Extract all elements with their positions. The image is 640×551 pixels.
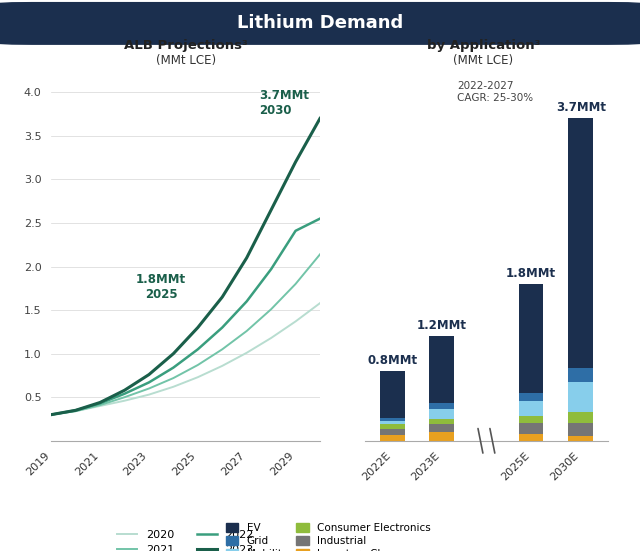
2020 [121, 397, 129, 404]
2022 [121, 391, 129, 397]
Bar [429, 336, 454, 403]
Text: ALB Projections³: ALB Projections³ [124, 39, 248, 52]
2022 [268, 266, 275, 272]
Text: 0.8MMt: 0.8MMt [367, 354, 417, 367]
2023 [268, 207, 275, 213]
Line: 2020: 2020 [51, 303, 320, 415]
2021 [47, 412, 55, 418]
2023 [96, 399, 104, 406]
2020 [316, 300, 324, 306]
2023 [194, 324, 202, 331]
2020 [218, 363, 226, 369]
Bar [568, 118, 593, 369]
2023 [218, 294, 226, 300]
Text: 3.7MMt: 3.7MMt [556, 101, 605, 114]
Text: by Application³: by Application³ [426, 39, 540, 52]
Bar [380, 371, 404, 418]
Bar [380, 418, 404, 421]
Bar [568, 381, 593, 412]
Line: 2022: 2022 [51, 219, 320, 415]
2022 [292, 228, 300, 234]
Bar [429, 403, 454, 408]
Text: Lithium Demand: Lithium Demand [237, 14, 403, 33]
Bar [518, 401, 543, 417]
Legend: EV, Grid, Mobility, Consumer Electronics, Industrial, Inventory Change: EV, Grid, Mobility, Consumer Electronics… [226, 523, 431, 551]
2020 [243, 349, 250, 356]
2022 [145, 379, 153, 386]
2023 [170, 350, 177, 357]
2020 [145, 391, 153, 398]
Bar [568, 369, 593, 381]
2020 [292, 318, 300, 325]
Bar [429, 408, 454, 419]
2020 [96, 403, 104, 409]
Text: 1.8MMt: 1.8MMt [506, 267, 556, 279]
2021 [145, 385, 153, 392]
Bar [568, 412, 593, 423]
2021 [170, 375, 177, 381]
Bar [380, 435, 404, 441]
2020 [170, 383, 177, 390]
Bar [429, 432, 454, 441]
Bar [380, 424, 404, 429]
2020 [268, 334, 275, 341]
2022 [170, 364, 177, 371]
2021 [218, 346, 226, 353]
2020 [47, 412, 55, 418]
Line: 2021: 2021 [51, 255, 320, 415]
Text: (MMt LCE): (MMt LCE) [156, 54, 216, 67]
2022 [72, 407, 79, 414]
2023 [316, 115, 324, 122]
2021 [72, 408, 79, 414]
2023 [47, 412, 55, 418]
2021 [121, 394, 129, 401]
Bar [518, 393, 543, 401]
2023 [72, 407, 79, 414]
Bar [568, 436, 593, 441]
Bar [518, 434, 543, 441]
Legend: 2020, 2021, 2022, 2023: 2020, 2021, 2022, 2023 [117, 530, 254, 551]
Bar [518, 423, 543, 434]
2021 [243, 328, 250, 334]
2022 [96, 400, 104, 407]
2020 [194, 374, 202, 381]
2021 [194, 361, 202, 368]
FancyBboxPatch shape [0, 3, 640, 44]
2023 [145, 371, 153, 378]
Bar [518, 284, 543, 393]
Text: 2022-2027
CAGR: 25-30%: 2022-2027 CAGR: 25-30% [457, 81, 533, 102]
2022 [316, 215, 324, 222]
Line: 2023: 2023 [51, 118, 320, 415]
Bar [380, 421, 404, 424]
2021 [316, 251, 324, 258]
Text: 3.7MMt
2030: 3.7MMt 2030 [259, 89, 309, 117]
Bar [568, 423, 593, 436]
Text: (MMt LCE): (MMt LCE) [453, 54, 513, 67]
Text: 1.2MMt: 1.2MMt [417, 319, 467, 332]
2023 [243, 255, 250, 261]
Bar [429, 419, 454, 424]
Bar [518, 417, 543, 423]
2023 [121, 387, 129, 393]
2022 [47, 412, 55, 418]
2021 [292, 280, 300, 287]
2022 [218, 324, 226, 331]
2022 [194, 346, 202, 353]
Text: 1.8MMt
2025: 1.8MMt 2025 [136, 273, 186, 301]
Bar [429, 424, 454, 432]
2023 [292, 159, 300, 165]
2020 [72, 408, 79, 414]
2022 [243, 298, 250, 305]
2021 [96, 402, 104, 408]
Bar [380, 429, 404, 435]
2021 [268, 306, 275, 312]
